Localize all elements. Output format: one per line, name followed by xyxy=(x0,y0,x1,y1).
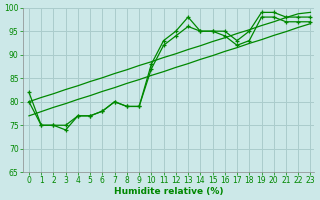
X-axis label: Humidite relative (%): Humidite relative (%) xyxy=(114,187,223,196)
